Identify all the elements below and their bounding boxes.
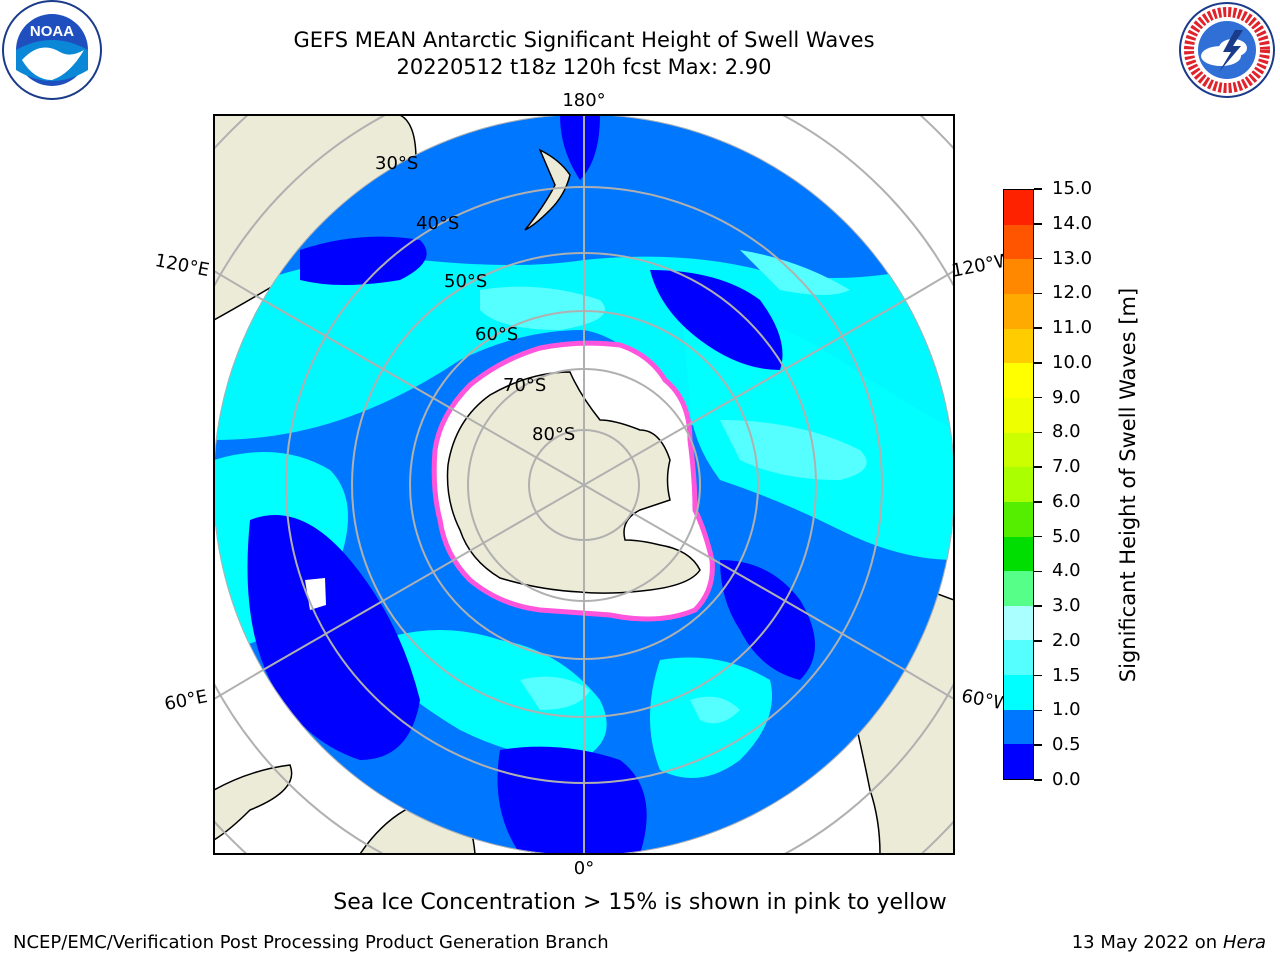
lat-label-40s: 40°S bbox=[416, 213, 459, 234]
colorbar-tick-label: 7.0 bbox=[1052, 456, 1081, 478]
colorbar-segment bbox=[1004, 397, 1033, 433]
colorbar-tick bbox=[1034, 223, 1042, 225]
host-name: Hera bbox=[1222, 932, 1266, 953]
lat-label-30s: 30°S bbox=[375, 153, 418, 174]
graticule bbox=[214, 115, 954, 854]
colorbar-tick bbox=[1034, 362, 1042, 364]
colorbar bbox=[1003, 189, 1034, 780]
colorbar-segment bbox=[1004, 501, 1033, 537]
date-text: 13 May 2022 on Hera bbox=[1072, 932, 1266, 953]
lat-label-80s: 80°S bbox=[532, 424, 575, 445]
colorbar-tick bbox=[1034, 466, 1042, 468]
colorbar-segment bbox=[1004, 294, 1033, 329]
colorbar-segment bbox=[1004, 190, 1033, 225]
date-value: 13 May 2022 on bbox=[1071, 932, 1218, 953]
lat-label-70s: 70°S bbox=[503, 375, 546, 396]
colorbar-tick-label: 15.0 bbox=[1052, 178, 1093, 199]
colorbar-segment bbox=[1004, 571, 1033, 606]
colorbar-label: Significant Height of Swell Waves [m] bbox=[1116, 287, 1140, 683]
sea-ice-note: Sea Ice Concentration > 15% is shown in … bbox=[333, 890, 947, 915]
colorbar-tick-label: 14.0 bbox=[1052, 212, 1093, 234]
colorbar-segment bbox=[1004, 467, 1033, 502]
colorbar-tick-label: 8.0 bbox=[1052, 421, 1081, 443]
colorbar-tick bbox=[1034, 535, 1042, 538]
colorbar-tick bbox=[1034, 570, 1042, 573]
colorbar-tick bbox=[1034, 709, 1042, 712]
colorbar-tick bbox=[1034, 674, 1042, 677]
chart-title: GEFS MEAN Antarctic Significant Height o… bbox=[293, 28, 875, 52]
credit-text: NCEP/EMC/Verification Post Processing Pr… bbox=[13, 932, 609, 953]
colorbar-tick bbox=[1034, 640, 1042, 642]
colorbar-tick-label: 3.0 bbox=[1052, 595, 1081, 617]
colorbar-segment bbox=[1004, 259, 1033, 295]
colorbar-tick-label: 11.0 bbox=[1052, 317, 1093, 339]
map-frame bbox=[213, 114, 955, 855]
colorbar-segment bbox=[1004, 640, 1033, 676]
colorbar-tick-label: 1.0 bbox=[1052, 699, 1081, 721]
lon-label-0: 0° bbox=[574, 858, 594, 879]
colorbar-segment bbox=[1004, 709, 1033, 745]
colorbar-tick-label: 0.0 bbox=[1052, 769, 1081, 790]
national-weather-service-logo-icon bbox=[1179, 2, 1275, 98]
colorbar-tick bbox=[1034, 396, 1042, 399]
lon-label-60e: 60°E bbox=[163, 686, 209, 715]
noaa-logo-icon: NOAA bbox=[2, 0, 102, 100]
colorbar-tick-label: 10.0 bbox=[1052, 351, 1093, 373]
colorbar-segment bbox=[1004, 675, 1033, 710]
lon-label-120e: 120°E bbox=[153, 250, 211, 281]
colorbar-tick bbox=[1034, 188, 1042, 190]
colorbar-tick-label: 6.0 bbox=[1052, 490, 1081, 512]
colorbar-tick-label: 2.0 bbox=[1052, 629, 1081, 651]
colorbar-segment bbox=[1004, 224, 1033, 260]
chart-subtitle: 20220512 t18z 120h fcst Max: 2.90 bbox=[396, 55, 772, 79]
colorbar-tick-label: 5.0 bbox=[1052, 525, 1081, 547]
colorbar-tick-label: 4.0 bbox=[1052, 560, 1081, 582]
colorbar-tick-label: 1.5 bbox=[1052, 664, 1081, 686]
colorbar-tick bbox=[1034, 327, 1042, 329]
colorbar-tick bbox=[1034, 431, 1042, 434]
colorbar-tick-label: 9.0 bbox=[1052, 386, 1081, 408]
lat-label-60s: 60°S bbox=[475, 324, 518, 345]
colorbar-tick bbox=[1034, 744, 1042, 746]
colorbar-segment bbox=[1004, 536, 1033, 572]
svg-text:NOAA: NOAA bbox=[30, 23, 74, 40]
colorbar-tick bbox=[1034, 501, 1042, 503]
colorbar-segment bbox=[1004, 605, 1033, 641]
lon-label-180: 180° bbox=[562, 90, 605, 111]
low-swell-areas bbox=[247, 115, 815, 854]
colorbar-segment bbox=[1004, 328, 1033, 364]
colorbar-tick-label: 0.5 bbox=[1052, 734, 1081, 756]
lat-label-50s: 50°S bbox=[444, 271, 487, 292]
colorbar-segment bbox=[1004, 363, 1033, 398]
colorbar-segment bbox=[1004, 432, 1033, 468]
new-zealand bbox=[524, 148, 571, 231]
colorbar-segment bbox=[1004, 744, 1033, 779]
colorbar-tick bbox=[1034, 257, 1042, 260]
colorbar-tick bbox=[1034, 292, 1042, 295]
colorbar-tick-label: 13.0 bbox=[1052, 247, 1093, 269]
colorbar-tick-label: 12.0 bbox=[1052, 282, 1093, 304]
antarctica bbox=[446, 371, 701, 594]
colorbar-tick bbox=[1034, 779, 1042, 781]
colorbar-tick bbox=[1034, 605, 1042, 607]
